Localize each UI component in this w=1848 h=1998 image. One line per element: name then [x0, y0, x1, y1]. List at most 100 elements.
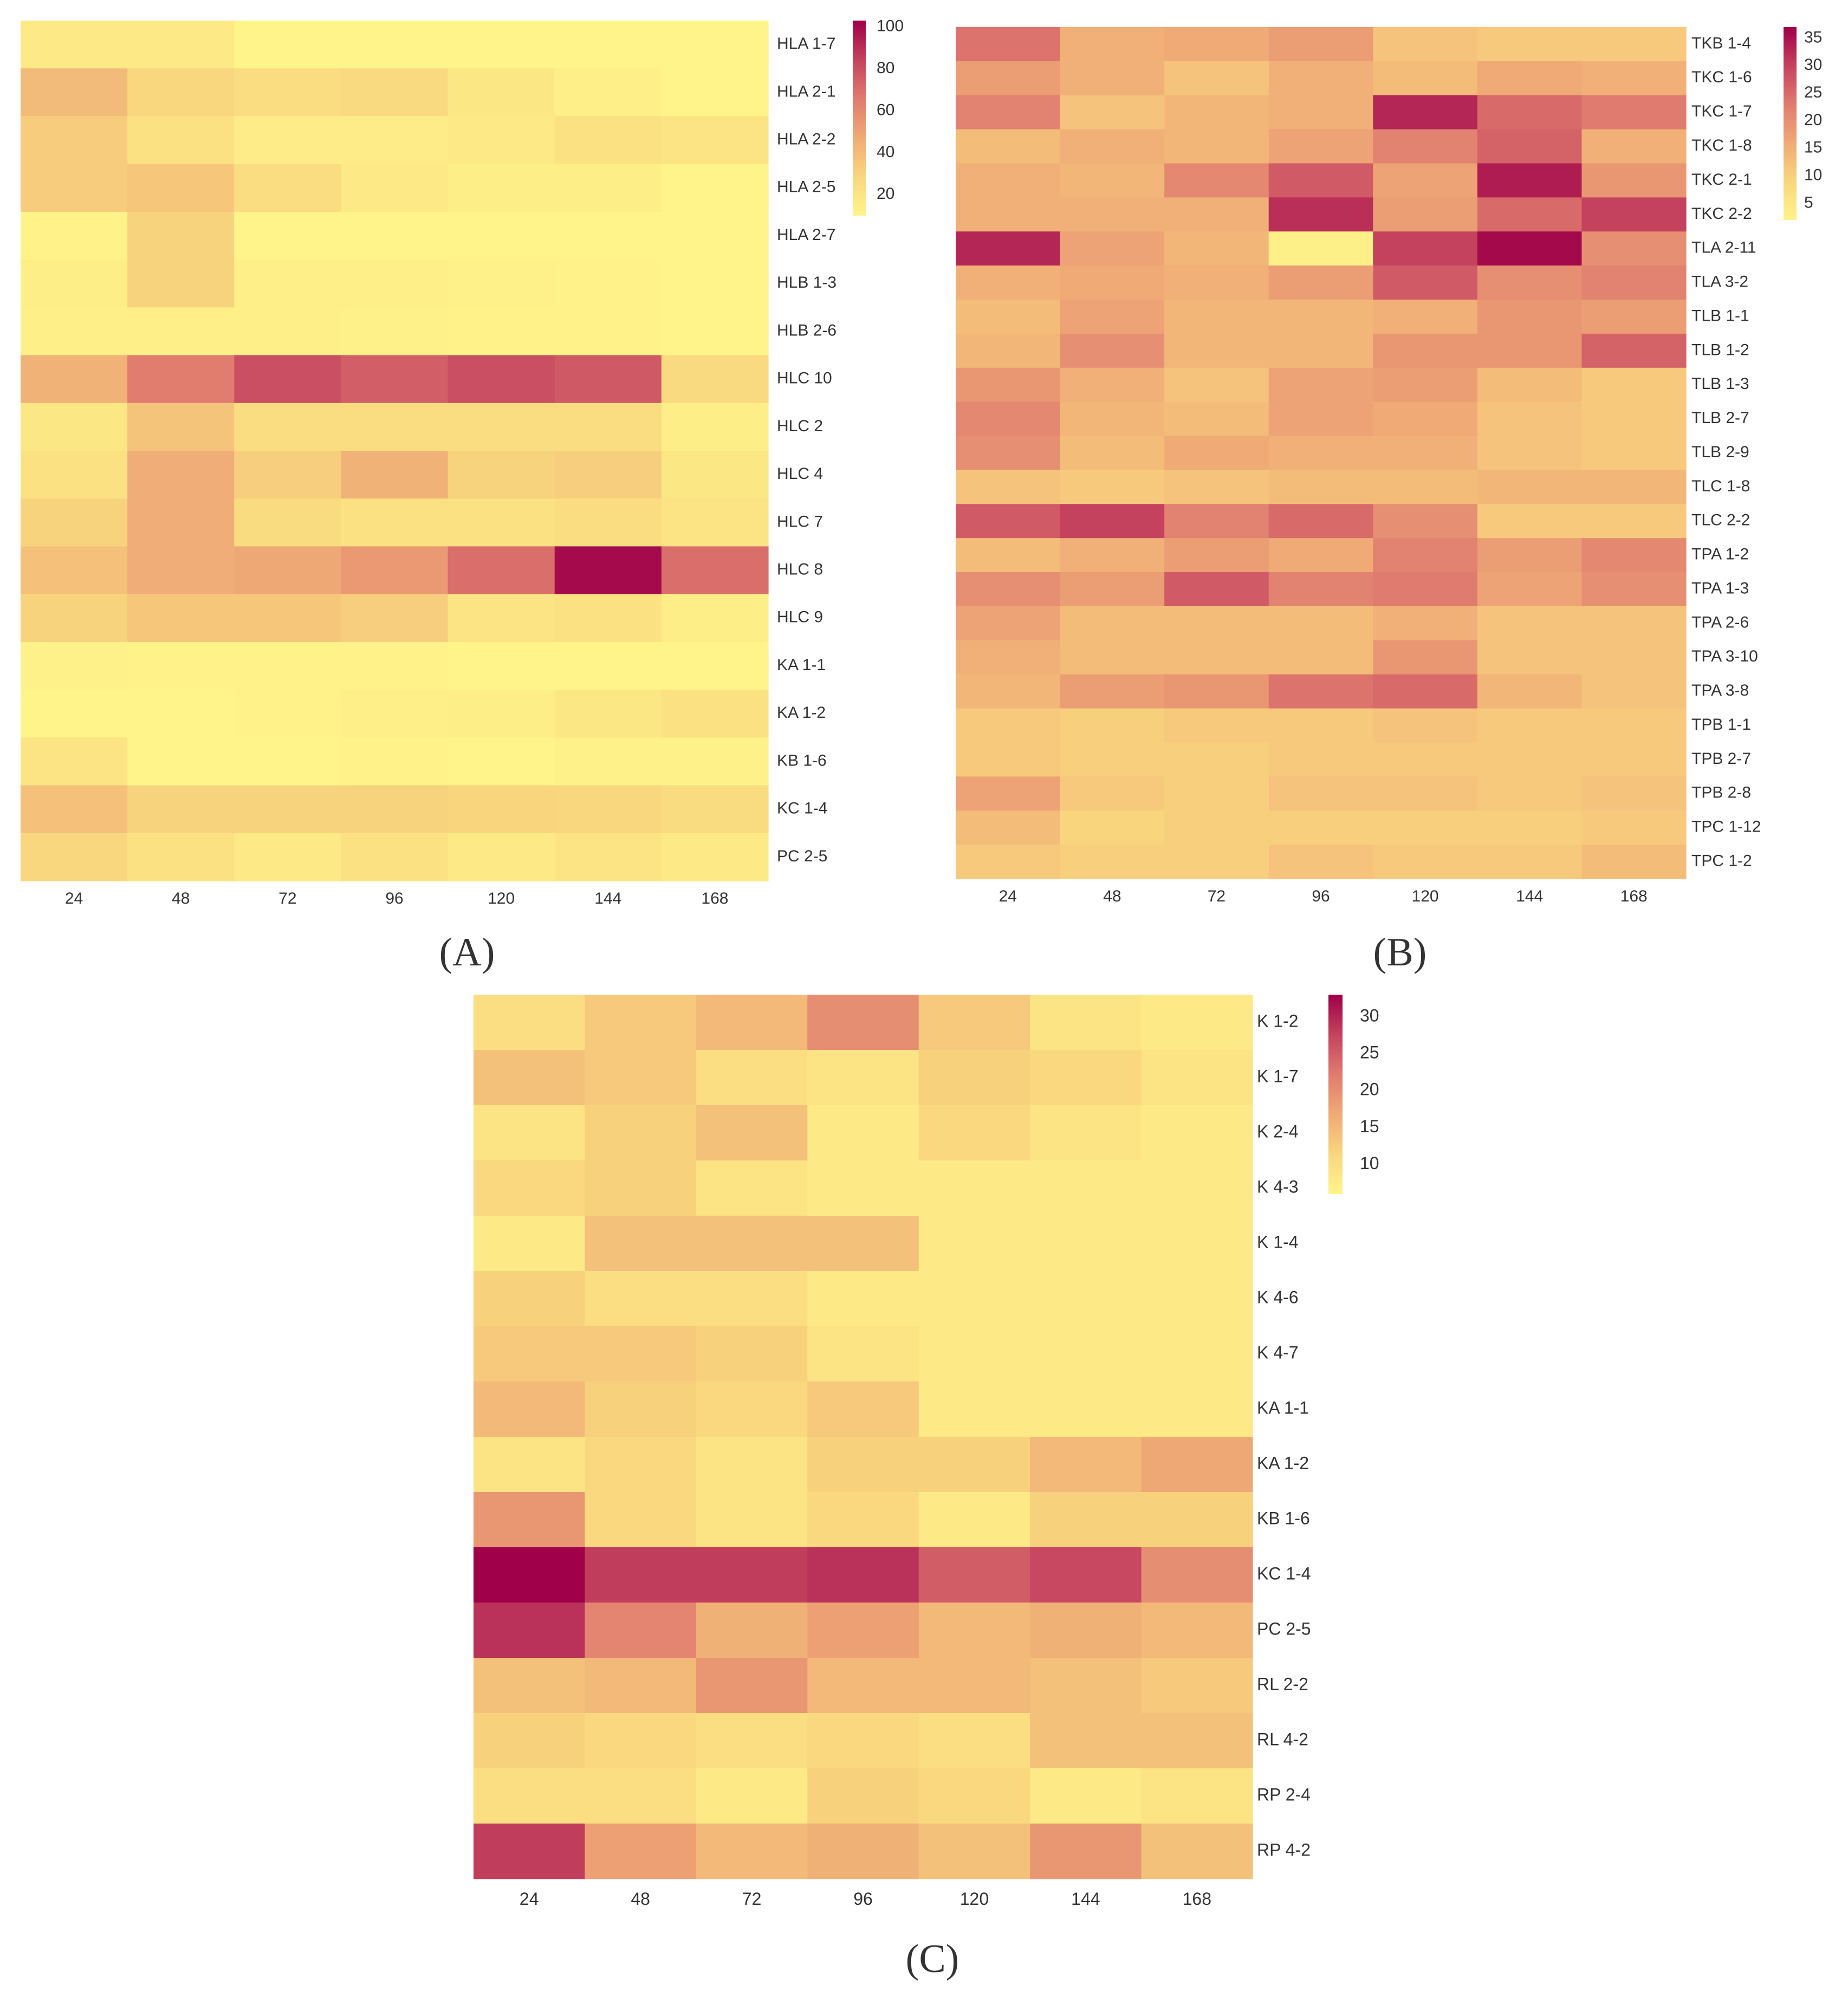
heatmap-cell: [1373, 401, 1478, 437]
row-label: HLB 1-3: [777, 274, 837, 291]
heatmap-cell: [1268, 265, 1373, 300]
heatmap-cell: [1030, 1326, 1142, 1382]
heatmap-cell: [696, 1768, 808, 1824]
heatmap-cell: [956, 401, 1061, 437]
heatmap-cell: [234, 260, 342, 308]
heatmap-cell: [1030, 1050, 1142, 1106]
heatmap-cell: [1030, 1603, 1142, 1658]
heatmap-cell: [807, 1160, 919, 1216]
heatmap-cell: [21, 164, 128, 212]
heatmap-cell: [341, 116, 449, 165]
heatmap-cell: [448, 355, 555, 404]
heatmap-cell: [807, 1271, 919, 1327]
heatmap-cell: [474, 1768, 586, 1824]
heatmap-cell: [807, 1713, 919, 1769]
heatmap-cell: [554, 498, 662, 547]
column-label: 48: [1103, 887, 1121, 905]
row-label: TPC 1-2: [1691, 852, 1752, 870]
heatmap-cell: [21, 498, 128, 547]
heatmap-cell: [1268, 708, 1373, 743]
heatmap-cell: [585, 1547, 697, 1603]
heatmap-cell: [1268, 197, 1373, 232]
column-label: 168: [701, 890, 728, 907]
heatmap-cell: [585, 1603, 697, 1658]
heatmap-cell: [21, 68, 128, 117]
column-label: 144: [1071, 1889, 1100, 1909]
heatmap-cell: [1164, 265, 1269, 300]
heatmap-cell: [1477, 436, 1583, 471]
heatmap-cell: [1141, 1658, 1253, 1714]
heatmap-cell: [1581, 333, 1687, 368]
heatmap-cell: [696, 1658, 808, 1714]
heatmap-cell: [21, 594, 128, 643]
heatmap-cell: [1141, 1105, 1253, 1161]
colorbar-tick-label: 25: [1804, 83, 1822, 101]
heatmap-cell: [956, 810, 1061, 845]
heatmap-cell: [1268, 129, 1373, 164]
heatmap-cell: [696, 995, 808, 1050]
heatmap-cell: [1581, 61, 1687, 96]
heatmap-cell: [1141, 1160, 1253, 1216]
heatmap-cell: [234, 164, 342, 212]
heatmap-cell: [1581, 265, 1687, 300]
heatmap-cell: [918, 995, 1030, 1050]
row-label: K 2-4: [1257, 1121, 1298, 1141]
heatmap-cell: [918, 1437, 1030, 1493]
column-label: 72: [278, 890, 296, 907]
column-label: 120: [488, 890, 515, 907]
heatmap-cell: [21, 355, 128, 404]
heatmap-cell: [474, 1658, 586, 1714]
row-label: TLA 2-11: [1691, 239, 1756, 257]
heatmap-cell: [1373, 742, 1478, 777]
heatmap-cell: [661, 546, 769, 595]
heatmap-cell: [127, 498, 235, 547]
heatmap-cell: [554, 307, 662, 356]
heatmap-cell: [956, 163, 1061, 198]
heatmap-cell: [1164, 538, 1269, 573]
heatmap-cell: [234, 641, 342, 690]
heatmap-cell: [807, 1050, 919, 1106]
heatmap-cell: [1164, 742, 1269, 777]
heatmap-cell: [448, 211, 555, 260]
heatmap-cell: [1268, 333, 1373, 368]
heatmap-cell: [1477, 606, 1583, 641]
row-label: TLB 1-1: [1691, 307, 1749, 325]
heatmap-cell: [1268, 470, 1373, 504]
colorbar: [1784, 27, 1797, 220]
heatmap-cell: [1030, 1492, 1142, 1548]
colorbar-tick-label: 100: [877, 17, 904, 35]
heatmap-cell: [956, 504, 1061, 539]
heatmap-cell: [1477, 674, 1583, 709]
heatmap-cell: [1477, 333, 1583, 368]
heatmap-cell: [807, 1768, 919, 1824]
heatmap-cell: [807, 1381, 919, 1437]
heatmap-cell: [1373, 61, 1478, 96]
heatmap-cell: [448, 594, 555, 643]
heatmap-cell: [1030, 1437, 1142, 1493]
heatmap-cell: [1060, 606, 1165, 641]
heatmap-cell: [341, 211, 449, 260]
column-label: 168: [1183, 1889, 1211, 1909]
heatmap-cell: [1268, 95, 1373, 130]
heatmap-cell: [1373, 129, 1478, 164]
row-label: HLB 2-6: [777, 321, 837, 339]
heatmap-cell: [1477, 538, 1583, 573]
row-label: TLC 1-8: [1691, 477, 1750, 495]
heatmap-cell: [448, 833, 555, 881]
heatmap-cell: [956, 640, 1061, 675]
row-label: HLA 2-2: [777, 130, 835, 148]
heatmap-cell: [554, 164, 662, 212]
heatmap-cell: [807, 1326, 919, 1382]
column-label: 144: [594, 890, 621, 907]
heatmap-cell: [585, 1160, 697, 1216]
heatmap-cell: [341, 260, 449, 308]
heatmap-cell: [661, 833, 769, 881]
heatmap-cell: [127, 68, 235, 117]
heatmap-cell: [21, 307, 128, 356]
heatmap-cell: [1141, 1768, 1253, 1824]
heatmap-cell: [127, 833, 235, 881]
heatmap-cell: [1268, 538, 1373, 573]
heatmap-cell: [1141, 1271, 1253, 1327]
heatmap-cell: [585, 1381, 697, 1437]
heatmap-cell: [1373, 367, 1478, 403]
